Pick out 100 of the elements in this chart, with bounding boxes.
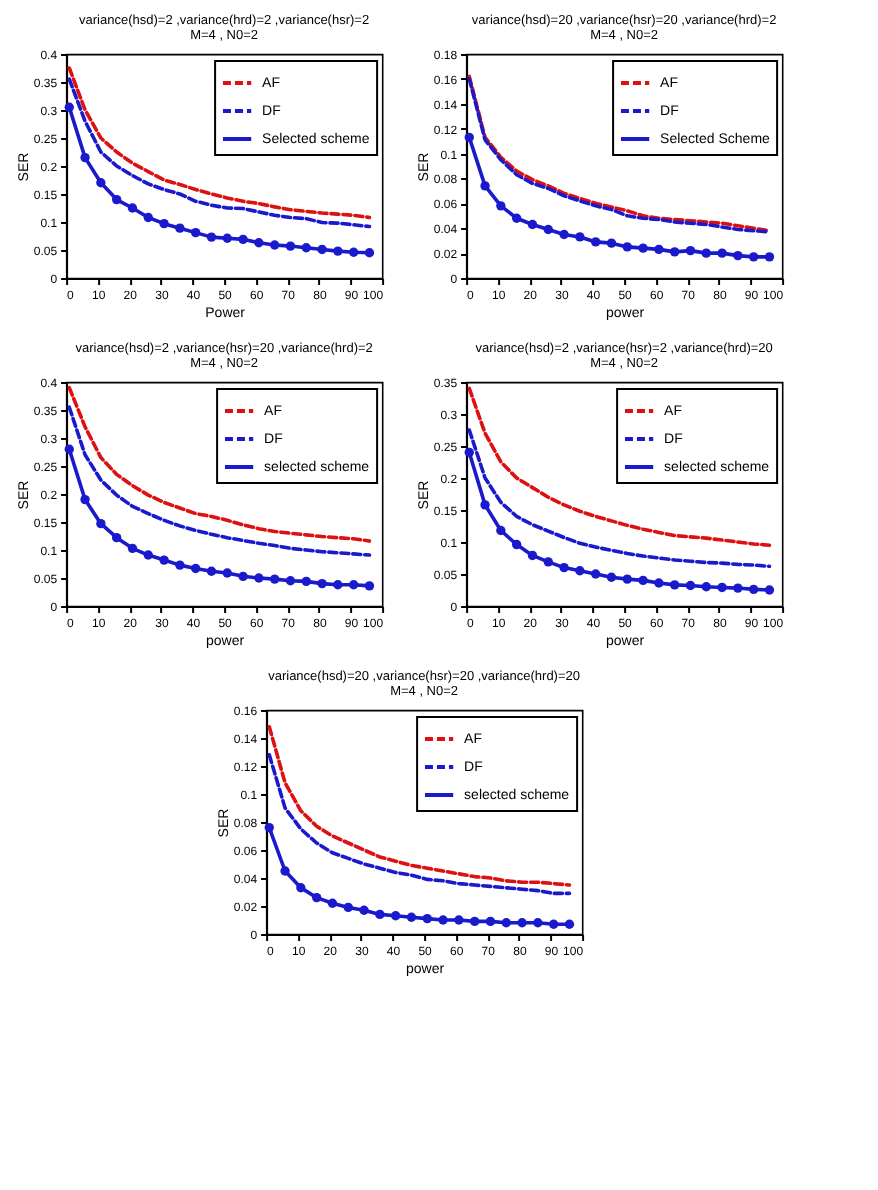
point: [406, 912, 417, 922]
point: [301, 243, 311, 253]
point: [238, 571, 248, 581]
point: [390, 911, 401, 921]
point: [527, 550, 538, 561]
point: [127, 203, 138, 213]
point: [464, 132, 474, 143]
point: [517, 918, 527, 928]
point: [296, 883, 306, 893]
point: [454, 915, 464, 925]
point: [317, 244, 327, 255]
point: [96, 178, 106, 188]
point: [343, 902, 353, 913]
point: [317, 578, 327, 589]
point: [264, 822, 274, 833]
point: [333, 580, 343, 590]
point: [190, 563, 201, 574]
point: [685, 580, 696, 591]
point: [143, 550, 153, 560]
point: [764, 252, 775, 262]
point: [175, 223, 185, 233]
point: [127, 543, 138, 553]
point: [175, 560, 185, 570]
line-series: [267, 753, 572, 896]
point: [143, 212, 153, 223]
point: [717, 582, 727, 593]
point: [285, 241, 296, 251]
point: [364, 581, 375, 591]
point: [638, 575, 648, 586]
point: [311, 892, 322, 903]
point: [496, 525, 506, 536]
point: [669, 247, 680, 257]
point: [333, 246, 343, 256]
point: [469, 916, 480, 927]
point: [575, 566, 585, 576]
point: [543, 557, 553, 567]
point: [701, 582, 711, 592]
point: [748, 584, 759, 595]
point: [511, 213, 522, 223]
line-series: [67, 405, 372, 557]
point: [280, 866, 290, 876]
point: [348, 247, 359, 257]
line-series: [67, 385, 372, 543]
point: [96, 519, 106, 529]
point: [80, 494, 90, 505]
point: [206, 232, 217, 242]
point: [606, 572, 617, 582]
point: [206, 566, 217, 576]
point: [590, 569, 601, 579]
point: [575, 232, 585, 242]
point: [480, 500, 490, 510]
point: [654, 578, 664, 588]
line-series: [267, 725, 572, 887]
point: [733, 583, 743, 593]
point: [301, 576, 311, 587]
point: [685, 245, 696, 256]
point: [559, 229, 569, 240]
point: [111, 194, 122, 205]
point: [717, 248, 727, 258]
point: [622, 574, 632, 584]
point: [285, 576, 296, 586]
point: [64, 102, 74, 112]
point: [348, 580, 359, 590]
point: [111, 533, 122, 543]
point: [269, 240, 280, 250]
point: [485, 916, 496, 927]
point: [80, 152, 90, 163]
point: [359, 905, 369, 915]
point: [564, 919, 575, 929]
point: [159, 555, 169, 565]
point: [638, 243, 648, 253]
point: [733, 250, 743, 261]
point: [669, 580, 680, 590]
point: [254, 238, 264, 248]
point: [559, 562, 569, 573]
point: [606, 238, 617, 248]
point: [190, 227, 201, 238]
point: [548, 919, 559, 929]
point: [496, 201, 506, 211]
point: [222, 233, 232, 243]
point: [238, 234, 248, 245]
point: [64, 444, 74, 454]
point: [501, 918, 511, 928]
point: [543, 224, 553, 235]
point: [590, 237, 601, 247]
point: [527, 219, 538, 230]
point: [764, 585, 775, 595]
point: [511, 539, 522, 550]
point: [748, 252, 759, 262]
point: [269, 574, 280, 584]
point: [533, 918, 543, 928]
point: [622, 242, 632, 252]
point: [438, 915, 448, 925]
point: [701, 248, 711, 258]
point: [254, 573, 264, 583]
point: [464, 447, 474, 458]
point: [159, 219, 169, 229]
point: [422, 913, 432, 924]
point: [327, 898, 338, 908]
point: [654, 244, 664, 255]
